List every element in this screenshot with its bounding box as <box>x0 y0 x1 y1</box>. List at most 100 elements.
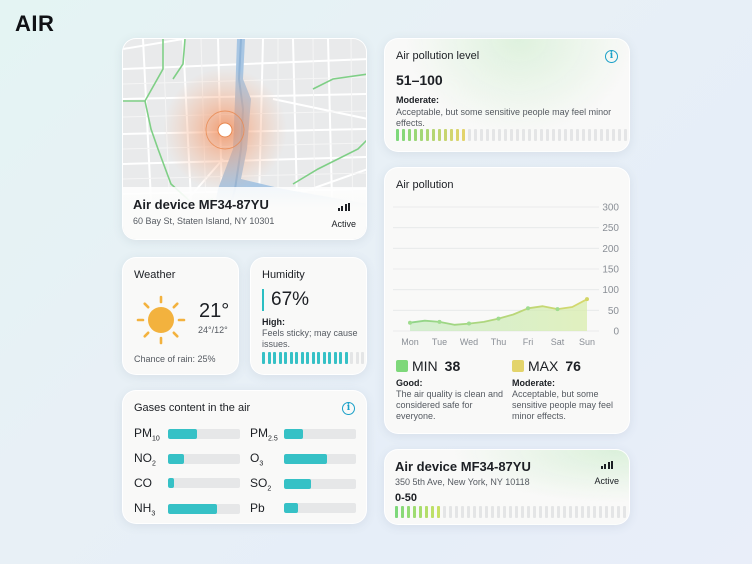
meter-segment <box>355 352 359 364</box>
meter-segment <box>581 506 584 518</box>
y-tick-label: 100 <box>602 285 619 296</box>
meter-segment <box>498 129 501 141</box>
gas-name: NH3 <box>134 501 156 518</box>
meter-segment <box>522 129 525 141</box>
meter-segment <box>504 129 507 141</box>
gas-row: PM2.5 <box>250 426 356 442</box>
meter-segment <box>322 352 326 364</box>
meter-segment <box>599 506 602 518</box>
meter-segment <box>575 506 578 518</box>
max-swatch <box>512 360 524 372</box>
y-tick-label: 150 <box>602 265 619 276</box>
y-tick-label: 50 <box>608 306 620 317</box>
meter-segment <box>497 506 500 518</box>
signal-icon <box>337 203 350 211</box>
device-address: 350 5th Ave, New York, NY 10118 <box>395 477 530 487</box>
gas-row: O3 <box>250 451 356 467</box>
meter-segment <box>486 129 489 141</box>
gas-level-bar <box>168 504 240 515</box>
meter-segment <box>509 506 512 518</box>
meter-segment <box>527 506 530 518</box>
meter-segment <box>545 506 548 518</box>
meter-segment <box>558 129 561 141</box>
x-tick-label: Sun <box>579 337 595 347</box>
temperature: 21° <box>199 300 230 322</box>
moderate-label: Moderate: <box>512 378 556 388</box>
humidity-meter <box>262 352 366 364</box>
meter-segment <box>267 352 271 364</box>
min-swatch <box>396 360 408 372</box>
meter-segment <box>438 129 441 141</box>
meter-segment <box>623 506 626 518</box>
meter-segment <box>344 352 348 364</box>
x-tick-label: Mon <box>401 337 419 347</box>
meter-segment <box>552 129 555 141</box>
meter-segment <box>467 506 470 518</box>
gas-row: SO2 <box>250 476 356 492</box>
meter-segment <box>593 506 596 518</box>
humidity-description: Feels sticky; may cause issues. <box>262 328 358 349</box>
meter-segment <box>629 506 630 518</box>
info-icon[interactable]: i <box>605 50 618 63</box>
meter-segment <box>431 506 434 518</box>
meter-segment <box>295 352 298 364</box>
device-map-card[interactable]: Air device MF34-87YU 60 Bay St, Staten I… <box>122 38 367 240</box>
gas-row: PM10 <box>134 426 240 442</box>
good-label: Good: <box>396 378 423 388</box>
meter-segment <box>594 129 597 141</box>
meter-segment <box>540 129 543 141</box>
meter-segment <box>273 352 276 364</box>
info-icon[interactable]: i <box>342 402 355 415</box>
meter-segment <box>426 129 429 141</box>
humidity-card: Humidity 67% High: Feels sticky; may cau… <box>250 257 367 375</box>
gas-row: NO2 <box>134 451 240 467</box>
meter-segment <box>485 506 488 518</box>
meter-segment <box>624 129 627 141</box>
pollution-range: 0-50 <box>395 492 418 504</box>
meter-segment <box>432 129 435 141</box>
min-label: MIN <box>412 358 438 374</box>
meter-segment <box>516 129 519 141</box>
meter-segment <box>443 506 446 518</box>
pollution-description: Acceptable, but some sensitive people ma… <box>396 107 612 128</box>
pollution-range: 51–100 <box>396 72 443 88</box>
meter-segment <box>284 352 287 364</box>
gases-card: Gases content in the air i PM10 PM2.5 NO2 O… <box>122 390 367 524</box>
meter-segment <box>551 506 554 518</box>
gas-level-bar <box>284 454 356 465</box>
meter-segment <box>468 129 471 141</box>
meter-segment <box>588 129 591 141</box>
meter-segment <box>521 506 524 518</box>
x-tick-label: Fri <box>523 337 534 347</box>
pollution-level-card: Air pollution level i 51–100 Moderate: A… <box>384 38 630 152</box>
pollution-level-meter <box>396 129 629 141</box>
gas-name: CO <box>134 476 152 490</box>
gas-level-bar <box>168 429 240 440</box>
meter-segment <box>339 352 342 364</box>
gas-level-bar <box>284 479 356 490</box>
device-card-2[interactable]: Air device MF34-87YU 350 5th Ave, New Yo… <box>384 449 630 525</box>
gas-level-bar <box>284 503 356 513</box>
meter-segment <box>262 352 265 364</box>
meter-segment <box>576 129 579 141</box>
meter-segment <box>539 506 542 518</box>
data-point <box>585 297 589 302</box>
pollution-label: Moderate: <box>396 95 440 105</box>
min-stat: MIN 38 <box>396 358 460 374</box>
meter-segment <box>587 506 590 518</box>
meter-segment <box>479 506 482 518</box>
meter-segment <box>564 129 567 141</box>
meter-segment <box>546 129 549 141</box>
data-point <box>408 320 412 325</box>
sun-icon <box>136 295 186 345</box>
gas-name: NO2 <box>134 451 156 468</box>
card-title: Weather <box>134 269 176 281</box>
device-status: Active <box>331 219 356 229</box>
min-value: 38 <box>444 358 461 374</box>
data-point <box>555 307 560 312</box>
gas-row: Pb <box>250 501 356 515</box>
gas-row: NH3 <box>134 501 240 517</box>
pollution-level-meter <box>395 506 630 518</box>
meter-segment <box>437 506 440 518</box>
card-title: Air pollution level <box>396 50 480 62</box>
